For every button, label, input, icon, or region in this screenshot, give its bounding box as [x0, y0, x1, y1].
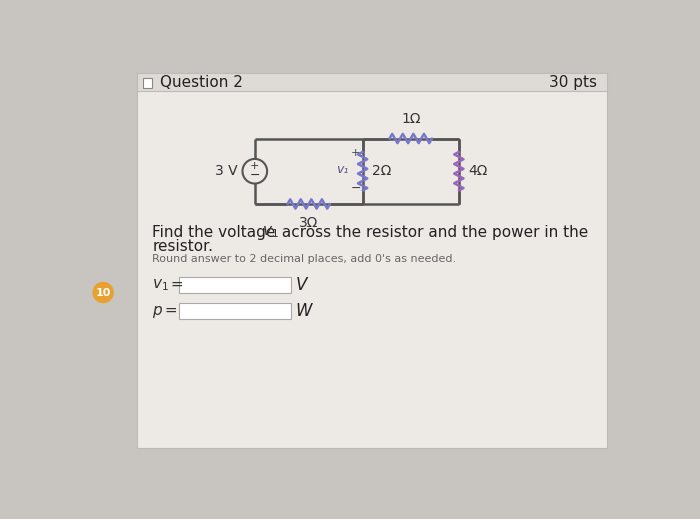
Text: V: V [295, 276, 307, 294]
Text: $v_1$: $v_1$ [153, 277, 169, 293]
Circle shape [242, 159, 267, 184]
Text: 1Ω: 1Ω [401, 112, 421, 126]
Text: 4Ω: 4Ω [468, 164, 487, 178]
Text: resistor.: resistor. [153, 239, 214, 254]
Text: Round answer to 2 decimal places, add 0's as needed.: Round answer to 2 decimal places, add 0'… [153, 254, 456, 264]
Text: Find the voltage: Find the voltage [153, 225, 281, 240]
Text: W: W [295, 302, 312, 320]
Bar [143, 78, 153, 88]
Text: 10: 10 [95, 288, 111, 297]
Text: 3Ω: 3Ω [299, 215, 318, 229]
Text: 2Ω: 2Ω [372, 164, 391, 178]
FancyBboxPatch shape [137, 73, 607, 448]
Bar [179, 277, 291, 293]
Text: 3 V: 3 V [215, 164, 238, 178]
Bar [179, 303, 291, 319]
Text: v₁: v₁ [337, 163, 349, 176]
Text: =: = [160, 304, 178, 319]
Text: −: − [249, 169, 260, 182]
Circle shape [93, 282, 113, 303]
Text: Question 2: Question 2 [160, 75, 243, 90]
Bar [137, 73, 607, 91]
Text: −: − [351, 182, 361, 195]
Text: +: + [250, 161, 260, 171]
Text: across the resistor and the power in the: across the resistor and the power in the [277, 225, 589, 240]
Text: p: p [153, 304, 162, 319]
Text: +: + [351, 148, 360, 158]
Text: =: = [166, 277, 184, 292]
Text: 30 pts: 30 pts [550, 75, 597, 90]
Text: $v_1$: $v_1$ [262, 225, 279, 240]
